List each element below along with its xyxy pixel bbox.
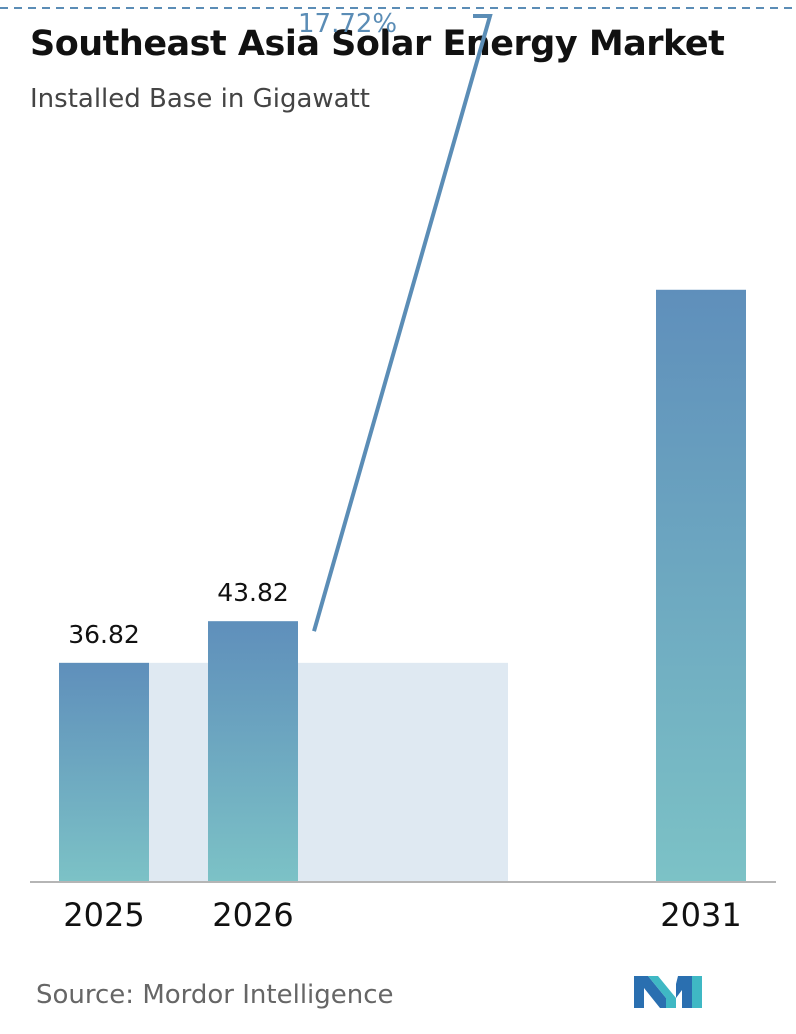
cagr-label: 17.72% bbox=[298, 9, 397, 39]
x-tick-label-2031: 2031 bbox=[660, 896, 741, 934]
x-tick-label-2026: 2026 bbox=[212, 896, 293, 934]
data-label-2026: 43.82 bbox=[217, 578, 289, 607]
data-label-2025: 36.82 bbox=[68, 620, 140, 649]
bar-2025 bbox=[59, 662, 149, 882]
mordor-logo-icon bbox=[634, 976, 702, 1008]
x-tick-label-2025: 2025 bbox=[63, 896, 144, 934]
source-note: Source: Mordor Intelligence bbox=[36, 980, 394, 1010]
chart-title: Southeast Asia Solar Energy Market bbox=[30, 24, 725, 64]
bar-2026 bbox=[208, 621, 298, 882]
cagr-arrow-line bbox=[312, 14, 493, 632]
bar-2031 bbox=[656, 289, 746, 882]
chart-subtitle: Installed Base in Gigawatt bbox=[30, 84, 370, 114]
